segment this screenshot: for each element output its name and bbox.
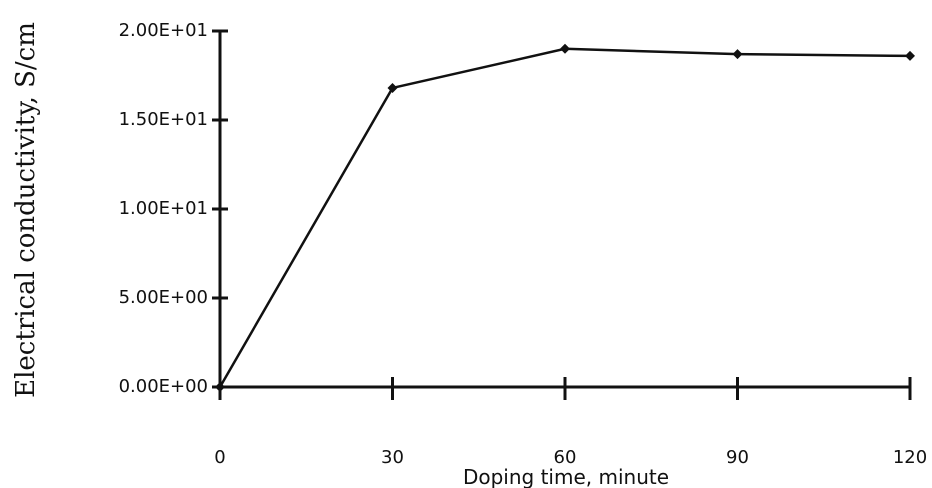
y-tick-label: 1.00E+01 — [119, 198, 208, 219]
data-point — [560, 43, 570, 54]
x-tick-label: 60 — [554, 447, 577, 468]
x-axis-title: Doping time, minute — [463, 465, 669, 488]
y-tick-label: 0.00E+00 — [119, 376, 208, 397]
labels: Electrical conductivity, S/cm Doping tim… — [11, 22, 669, 488]
y-tick-label: 1.50E+01 — [119, 109, 208, 130]
data-point — [215, 382, 225, 392]
axes: 0.00E+00 5.00E+00 1.00E+01 1.50E+01 2.00E+01… — [119, 20, 928, 468]
y-axis-title: Electrical conductivity, S/cm — [11, 22, 41, 398]
series-line — [218, 47, 911, 388]
x-tick-label: 0 — [214, 447, 225, 468]
x-tick-label: 120 — [893, 447, 927, 468]
data-point — [732, 49, 743, 60]
y-tick-label: 2.00E+01 — [119, 20, 208, 41]
data-point — [387, 82, 398, 93]
series-layer — [215, 43, 915, 392]
y-tick-label: 5.00E+00 — [119, 287, 208, 308]
x-tick-label: 30 — [381, 447, 404, 468]
x-tick-label: 90 — [726, 447, 749, 468]
data-point — [905, 50, 915, 61]
